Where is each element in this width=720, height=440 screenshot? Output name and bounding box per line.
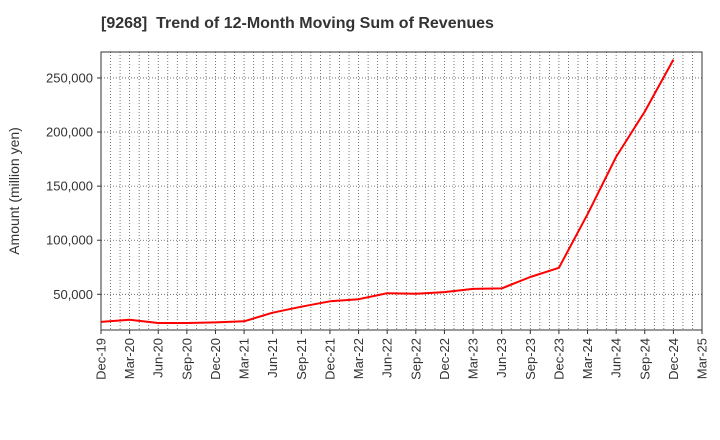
x-tick-label: Jun-21 [265, 338, 280, 378]
x-tick-label: Dec-24 [666, 338, 681, 380]
x-tick-label: Sep-24 [637, 338, 652, 380]
x-tick-label: Mar-23 [466, 338, 481, 379]
x-axis: Dec-19 Mar-20 Jun-20 Sep-20 Dec-20 Mar-21 Jun-… [94, 330, 710, 380]
y-axis: 50,000 100,000 150,000 200,000 250,000 [46, 70, 101, 302]
y-tick-label: 100,000 [46, 233, 93, 248]
plot-area-frame [100, 51, 703, 331]
y-tick-label: 250,000 [46, 70, 93, 85]
x-tick-label: Sep-23 [523, 338, 538, 380]
x-tick-label: Dec-22 [437, 338, 452, 380]
x-tick-label: Mar-21 [237, 338, 252, 379]
grid-lines [101, 52, 702, 330]
x-tick-label: Mar-25 [695, 338, 710, 379]
series-layer [100, 59, 675, 324]
x-tick-label: Jun-24 [609, 338, 624, 378]
x-tick-label: Mar-20 [122, 338, 137, 379]
y-tick-label: 150,000 [46, 179, 93, 194]
x-tick-label: Sep-21 [294, 338, 309, 380]
y-tick-label: 50,000 [53, 287, 93, 302]
x-tick-label: Mar-22 [351, 338, 366, 379]
x-tick-label: Dec-21 [322, 338, 337, 380]
y-tick-label: 200,000 [46, 125, 93, 140]
x-tick-label: Sep-22 [408, 338, 423, 380]
x-tick-label: Mar-24 [580, 338, 595, 379]
x-tick-label: Jun-23 [494, 338, 509, 378]
x-tick-label: Dec-23 [551, 338, 566, 380]
x-tick-label: Jun-20 [151, 338, 166, 378]
x-tick-label: Dec-20 [208, 338, 223, 380]
y-axis-label: Amount (million yen) [6, 127, 22, 255]
chart-title: [9268] Trend of 12-Month Moving Sum of R… [101, 15, 494, 32]
x-tick-label: Jun-22 [380, 338, 395, 378]
x-tick-label: Sep-20 [179, 338, 194, 380]
x-tick-label: Dec-19 [94, 338, 109, 380]
